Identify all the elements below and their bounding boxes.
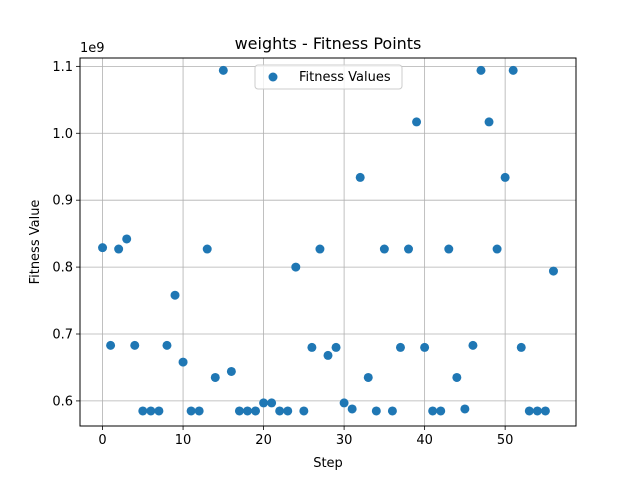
data-point	[106, 340, 116, 350]
y-axis-title: Fitness Value	[28, 200, 43, 285]
data-point	[532, 406, 542, 416]
data-point	[186, 406, 196, 416]
data-point	[347, 404, 357, 414]
x-tick-label: 30	[336, 433, 353, 448]
data-point	[98, 243, 108, 253]
data-point	[307, 342, 317, 352]
x-tick-label: 20	[255, 433, 272, 448]
data-point	[371, 406, 381, 416]
data-point	[210, 372, 220, 382]
data-point	[122, 234, 132, 244]
data-point	[379, 244, 389, 254]
data-points	[98, 65, 558, 416]
data-point	[524, 406, 534, 416]
data-point	[170, 290, 180, 300]
data-point	[283, 406, 293, 416]
data-point	[234, 406, 244, 416]
data-point	[154, 406, 164, 416]
data-point	[259, 398, 269, 408]
data-point	[299, 406, 309, 416]
data-point	[484, 117, 494, 127]
legend-box	[254, 64, 403, 90]
data-point	[267, 398, 277, 408]
data-point	[251, 406, 261, 416]
data-point	[404, 244, 414, 254]
y-tick-label: 1.0	[52, 127, 73, 142]
data-point	[323, 350, 333, 360]
data-point	[460, 404, 470, 414]
data-point	[339, 398, 349, 408]
data-point	[436, 406, 446, 416]
x-tick-label: 40	[416, 433, 433, 448]
y-tick-label: 0.6	[52, 394, 73, 409]
data-point	[444, 244, 454, 254]
data-point	[516, 342, 526, 352]
data-point	[500, 172, 510, 182]
data-point	[202, 244, 212, 254]
data-point	[275, 406, 285, 416]
data-point	[242, 406, 252, 416]
data-point	[548, 266, 558, 276]
x-tick-label: 10	[175, 433, 192, 448]
x-tick-label: 0	[98, 433, 106, 448]
legend-marker	[268, 72, 278, 82]
data-point	[363, 372, 373, 382]
data-point	[194, 406, 204, 416]
data-point	[395, 342, 405, 352]
data-point	[226, 366, 236, 376]
y-tick-label: 0.8	[52, 261, 73, 276]
data-point	[331, 342, 341, 352]
data-point	[138, 406, 148, 416]
data-point	[130, 340, 140, 350]
data-point	[452, 372, 462, 382]
data-point	[387, 406, 397, 416]
axis-ticks: 0 10 20 30 40 50 0.6 0.7 0.8 0.9 1.0 1.1	[52, 60, 513, 448]
x-tick-label: 50	[497, 433, 514, 448]
chart-title: weights - Fitness Points	[235, 34, 422, 53]
data-point	[476, 65, 486, 75]
data-point	[468, 340, 478, 350]
data-point	[218, 65, 228, 75]
data-point	[178, 357, 188, 367]
data-point	[412, 117, 422, 127]
data-point	[508, 65, 518, 75]
data-point	[492, 244, 502, 254]
plot-frame	[79, 57, 577, 427]
data-point	[162, 340, 172, 350]
y-tick-label: 0.9	[52, 194, 73, 209]
legend-label: Fitness Values	[299, 70, 391, 85]
legend: Fitness Values	[254, 64, 403, 90]
data-point	[114, 244, 124, 254]
x-axis-title: Step	[313, 456, 343, 471]
data-point	[146, 406, 156, 416]
data-point	[291, 262, 301, 272]
data-point	[540, 406, 550, 416]
data-point	[315, 244, 325, 254]
data-point	[355, 172, 365, 182]
data-point	[420, 342, 430, 352]
grid-lines	[80, 58, 576, 426]
y-tick-label: 1.1	[52, 60, 73, 75]
y-axis-offset-label: 1e9	[80, 41, 105, 56]
data-point	[428, 406, 438, 416]
y-tick-label: 0.7	[52, 328, 73, 343]
